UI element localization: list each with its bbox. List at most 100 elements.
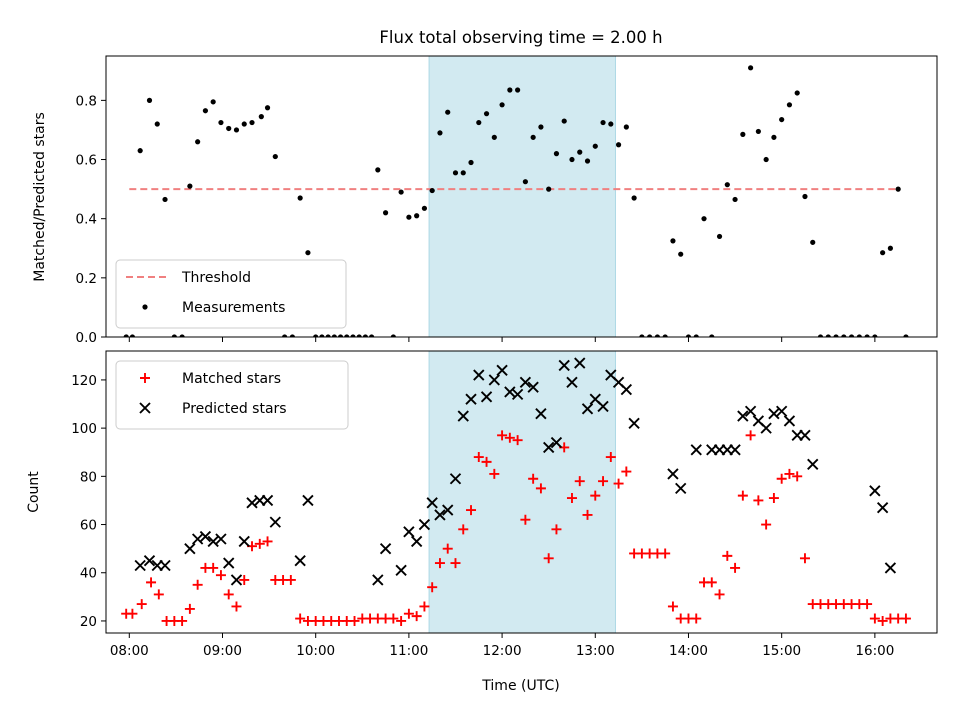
- top-y-axis-label: Matched/Predicted stars: [32, 112, 48, 282]
- x-tick-label: 14:00: [669, 643, 708, 659]
- matched-star-marker: [605, 452, 616, 463]
- measurement-point: [319, 334, 325, 337]
- measurement-point: [654, 334, 661, 337]
- measurement-point: [872, 334, 878, 337]
- measurement-point: [445, 109, 451, 115]
- measurement-point: [561, 118, 567, 124]
- predicted-star-marker: [223, 557, 235, 569]
- matched-star-marker: [427, 582, 438, 593]
- y-tick-label: 80: [80, 469, 97, 485]
- matched-star-marker: [442, 543, 453, 554]
- predicted-star-marker: [760, 422, 772, 434]
- measurement-point: [369, 334, 375, 337]
- predicted-star-marker: [261, 494, 274, 507]
- x-axis-label: Time (UTC): [481, 678, 559, 694]
- x-tick-label: 09:00: [203, 643, 242, 659]
- legend-label: Predicted stars: [182, 401, 287, 417]
- measurement-point: [709, 334, 715, 337]
- legend: Matched stars Predicted stars: [115, 360, 349, 430]
- predicted-star-marker: [884, 562, 897, 574]
- measurement-point: [398, 189, 404, 195]
- measurement-point: [701, 216, 707, 222]
- predicted-star-marker: [535, 407, 547, 420]
- matched-star-marker: [753, 495, 764, 506]
- plot-frame: [105, 350, 938, 634]
- predicted-star-marker: [449, 473, 462, 485]
- measurement-point: [331, 334, 337, 337]
- y-tick-label: 0.8: [76, 93, 97, 109]
- measurement-point: [129, 334, 136, 337]
- legend-label: Threshold: [181, 270, 251, 286]
- measurement-point: [233, 127, 240, 133]
- measurement-point: [848, 334, 855, 337]
- measurement-point: [249, 119, 255, 126]
- predicted-star-marker: [543, 441, 555, 454]
- measurement-point: [414, 213, 420, 219]
- matched-star-marker: [450, 558, 461, 569]
- measurement-point: [350, 334, 356, 337]
- y-tick-label: 20: [80, 614, 97, 630]
- x-tick-label: 12:00: [483, 643, 522, 659]
- measurement-point: [325, 334, 331, 337]
- measurement-point: [272, 153, 278, 160]
- measurement-point: [623, 124, 629, 130]
- measurement-point: [600, 119, 606, 126]
- measurement-point: [460, 170, 466, 176]
- predicted-star-marker: [434, 509, 446, 521]
- y-tick-label: 0.0: [76, 330, 97, 346]
- predicted-star-marker: [737, 410, 749, 422]
- matched-star-marker: [706, 577, 717, 588]
- legend-label: Measurements: [182, 300, 285, 316]
- matched-star-marker: [598, 476, 609, 487]
- measurement-point: [740, 131, 746, 137]
- measurement-point: [779, 116, 785, 123]
- matched-star-marker: [262, 536, 273, 547]
- measurement-point: [123, 334, 129, 337]
- measurement-point: [146, 97, 153, 103]
- legend: Threshold Measurements: [115, 259, 347, 329]
- predicted-star-marker: [199, 530, 212, 543]
- measurement-point: [202, 108, 209, 114]
- measurement-point: [662, 334, 668, 337]
- measurement-point: [825, 334, 831, 337]
- matched-star-marker: [792, 471, 803, 482]
- top-panel: 0.0 0.2 0.4 0.6 0.8 Threshold Measurements: [76, 55, 938, 346]
- measurement-point: [179, 334, 185, 337]
- predicted-star-marker: [246, 497, 258, 509]
- matched-star-marker: [184, 603, 195, 614]
- matched-star-marker: [458, 524, 469, 535]
- matched-star-marker: [208, 562, 219, 573]
- measurement-point: [670, 238, 676, 244]
- matched-star-marker: [745, 430, 756, 441]
- matched-star-marker: [512, 435, 523, 446]
- measurement-point: [429, 187, 435, 194]
- predicted-star-marker: [527, 381, 539, 393]
- measurement-point: [382, 210, 389, 216]
- predicted-star-marker: [744, 405, 757, 417]
- matched-star-marker: [403, 608, 414, 619]
- measurement-point: [390, 334, 396, 337]
- predicted-star-marker: [215, 533, 227, 545]
- predicted-star-marker: [418, 518, 431, 531]
- matched-star-marker: [388, 613, 399, 624]
- chart-title: Flux total observing time = 2.00 h: [379, 28, 662, 47]
- measurement-point: [137, 148, 143, 154]
- predicted-star-marker: [776, 405, 788, 417]
- predicted-star-marker: [442, 504, 454, 516]
- matched-star-marker: [285, 574, 296, 585]
- predicted-star-marker: [294, 555, 306, 567]
- y-tick-label: 0.6: [76, 153, 97, 169]
- predicted-star-marker: [488, 374, 500, 386]
- predicted-star-marker: [207, 535, 219, 548]
- matched-star-marker: [660, 548, 671, 559]
- predicted-star-marker: [620, 383, 633, 396]
- measurement-point: [491, 134, 497, 140]
- measurement-point: [375, 167, 381, 173]
- y-tick-label: 120: [71, 373, 97, 389]
- measurement-point: [264, 105, 271, 111]
- predicted-star-marker: [473, 369, 485, 381]
- matched-star-marker: [349, 615, 360, 626]
- matched-star-marker: [520, 514, 531, 525]
- matched-star-marker: [254, 538, 265, 549]
- measurement-point: [810, 239, 816, 245]
